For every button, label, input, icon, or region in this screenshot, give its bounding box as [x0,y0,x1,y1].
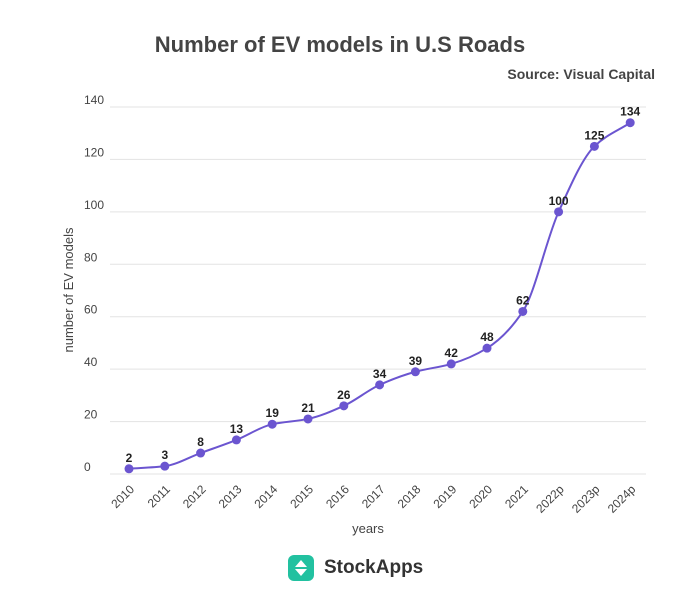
y-tick-label: 100 [84,198,104,212]
x-tick-label: 2020 [466,482,495,511]
data-label: 3 [161,448,168,462]
x-tick-label: 2017 [359,482,388,511]
data-label: 42 [445,346,459,360]
x-axis-label: years [352,521,384,536]
data-point [482,343,492,353]
data-point [410,367,420,377]
x-tick-label: 2024p [605,482,639,516]
x-tick-label: 2018 [395,482,424,511]
data-point [518,306,528,316]
data-point [267,419,277,429]
data-label: 19 [266,406,280,420]
data-point [554,207,564,217]
data-label: 21 [301,401,315,415]
y-axis-label: number of EV models [61,227,76,353]
data-label: 26 [337,388,351,402]
y-tick-label: 0 [84,460,91,474]
brand-name: StockApps [324,557,424,578]
y-tick-label: 60 [84,303,98,317]
data-label: 13 [230,422,244,436]
y-tick-label: 140 [84,93,104,107]
x-tick-label: 2023p [569,482,603,516]
x-tick-label: 2013 [216,482,245,511]
data-point [124,464,134,474]
data-label: 62 [516,293,530,307]
data-label: 134 [620,105,640,119]
data-label: 8 [197,435,204,449]
data-point [375,380,385,390]
data-point [589,141,599,151]
data-point [339,401,349,411]
x-tick-label: 2022p [533,482,567,516]
y-tick-label: 80 [84,250,98,264]
data-label: 39 [409,354,423,368]
x-tick-label: 2014 [252,482,281,511]
data-point [446,359,456,369]
x-tick-label: 2015 [287,482,316,511]
x-tick-label: 2016 [323,482,352,511]
stockapps-logo-icon [288,555,314,581]
x-tick-label: 2021 [502,482,531,511]
data-label: 34 [373,367,387,381]
data-point [303,414,313,424]
data-label: 100 [549,194,569,208]
x-tick-label: 2019 [431,482,460,511]
y-tick-label: 40 [84,355,98,369]
data-label: 125 [584,128,604,142]
chart-title: Number of EV models in U.S Roads [154,32,526,57]
x-tick-label: 2011 [145,482,173,510]
y-tick-label: 120 [84,145,104,159]
data-point [625,118,635,128]
data-label: 2 [126,451,133,465]
data-label: 48 [480,330,494,344]
x-tick-label: 2012 [180,482,209,511]
chart-source: Source: Visual Capital [507,66,655,82]
stockapps-logo: StockApps [288,555,423,581]
series-line [128,121,631,470]
data-point [160,461,170,471]
x-tick-label: 2010 [108,482,137,511]
data-point [196,448,206,458]
y-tick-label: 20 [84,408,98,422]
data-point [231,435,241,445]
